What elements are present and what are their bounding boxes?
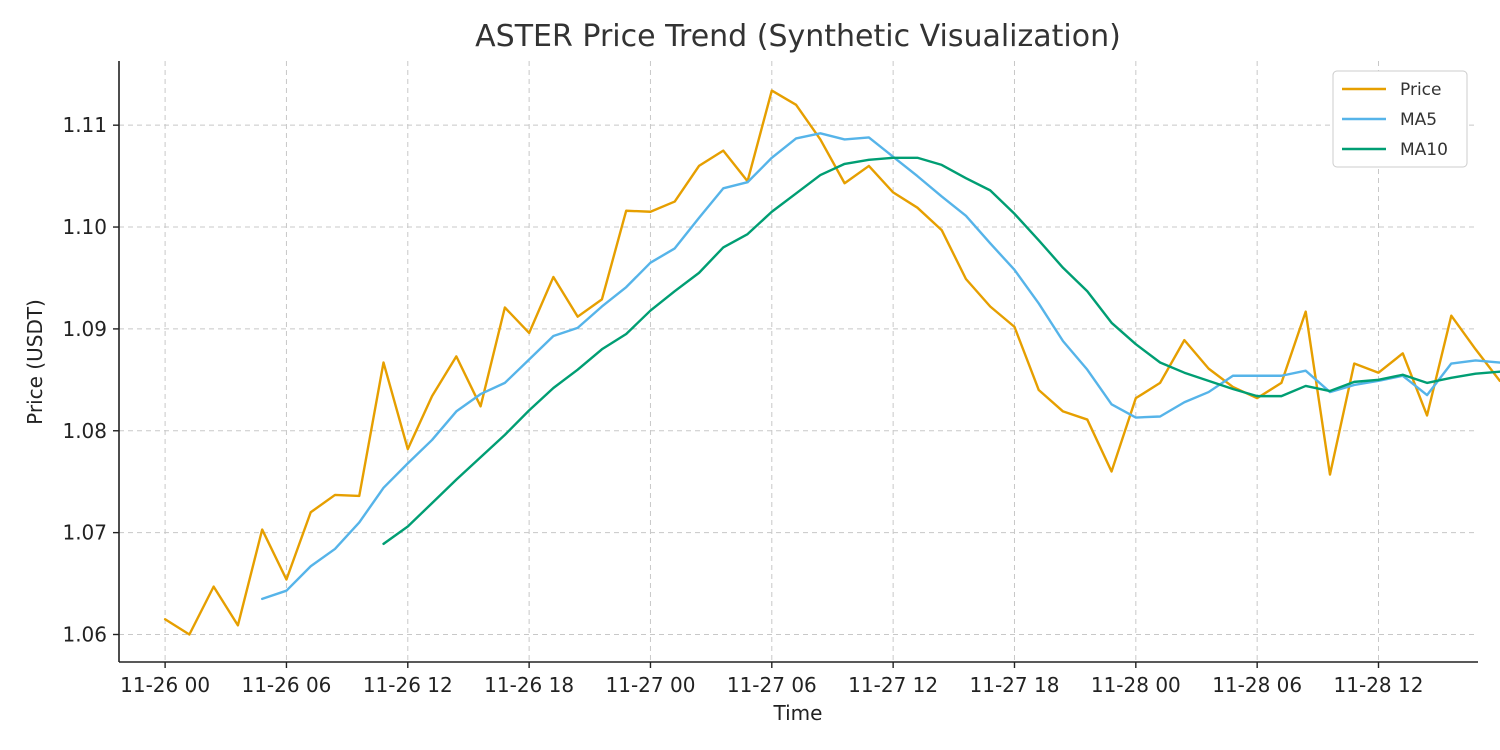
- y-tick-label: 1.11: [62, 113, 107, 137]
- x-tick-label: 11-28 06: [1212, 673, 1302, 697]
- x-tick-label: 11-27 00: [606, 673, 696, 697]
- x-tick-label: 11-27 06: [727, 673, 817, 697]
- y-tick-label: 1.09: [62, 317, 107, 341]
- series-lines: [163, 89, 1500, 636]
- x-tick-label: 11-27 18: [970, 673, 1060, 697]
- legend: Price MA5 MA10: [1332, 70, 1468, 168]
- y-tick-label: 1.06: [62, 622, 107, 646]
- x-axis-title: Time: [773, 701, 823, 725]
- chart-title: ASTER Price Trend (Synthetic Visualizati…: [475, 19, 1121, 54]
- ticks: 11-26 00 11-26 06 11-26 12 11-26 18 11-27 00…: [62, 113, 1423, 697]
- y-tick-label: 1.10: [62, 215, 107, 239]
- axes: [118, 61, 1478, 663]
- y-axis-title: Price (USDT): [23, 299, 47, 425]
- grid: [119, 61, 1478, 662]
- legend-label-ma10: MA10: [1400, 140, 1448, 160]
- x-tick-label: 11-26 06: [241, 673, 331, 697]
- x-tick-label: 11-27 12: [848, 673, 938, 697]
- x-tick-label: 11-26 00: [120, 673, 210, 697]
- x-tick-label: 11-26 12: [363, 673, 453, 697]
- x-tick-label: 11-28 00: [1091, 673, 1181, 697]
- series-line-ma10: [382, 156, 1500, 546]
- x-tick-label: 11-28 12: [1334, 673, 1424, 697]
- y-tick-label: 1.08: [62, 419, 107, 443]
- x-tick-label: 11-26 18: [484, 673, 574, 697]
- y-tick-label: 1.07: [62, 521, 107, 545]
- legend-box: [1332, 70, 1468, 168]
- series-line-price: [163, 89, 1500, 636]
- legend-label-price: Price: [1400, 80, 1441, 100]
- legend-label-ma5: MA5: [1400, 110, 1437, 130]
- series-line-ma5: [260, 132, 1500, 601]
